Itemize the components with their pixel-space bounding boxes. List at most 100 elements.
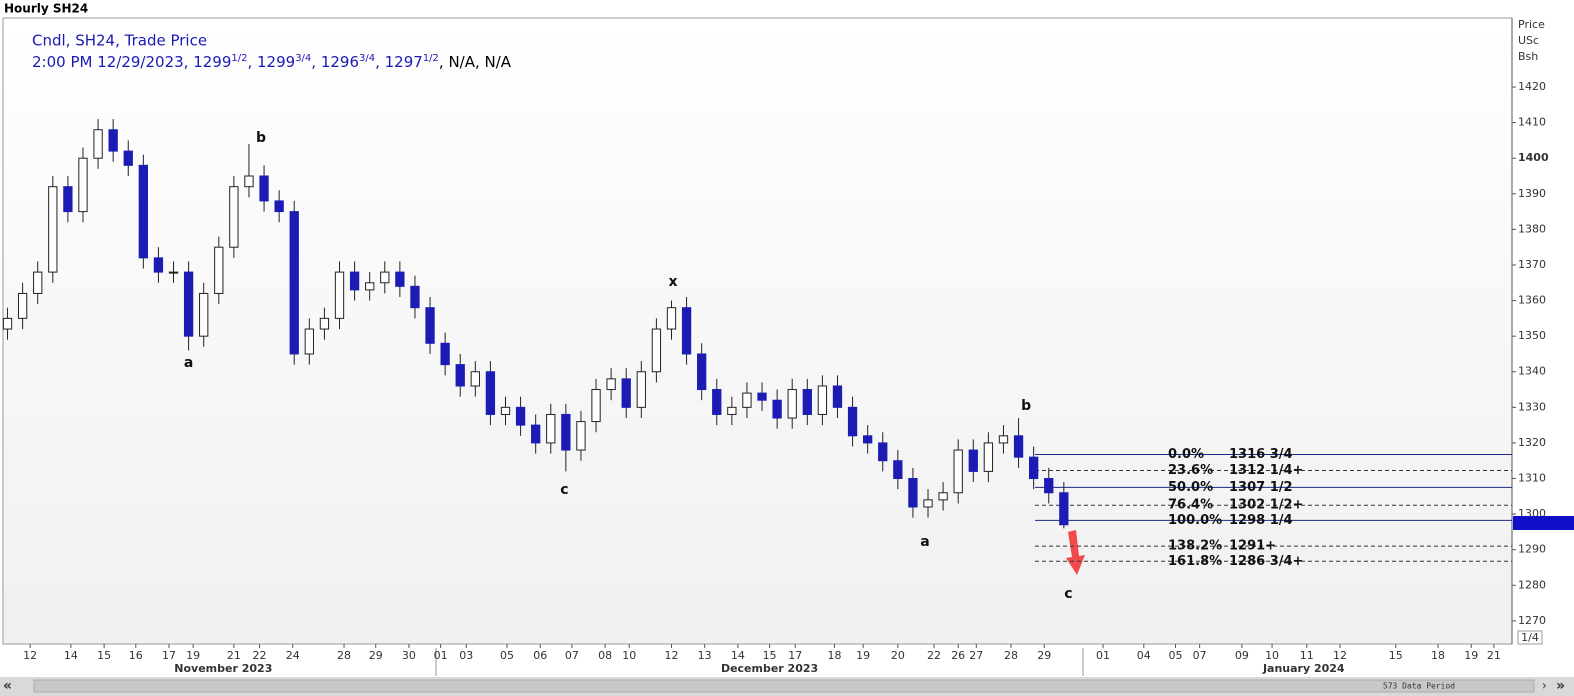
x-tick-label: 20 [891, 649, 905, 662]
x-tick-label: 27 [969, 649, 983, 662]
candle-body [591, 389, 601, 423]
wave-label: a [920, 534, 929, 550]
x-tick-label: 01 [434, 649, 448, 662]
y-tick-label: 1270 [1518, 614, 1546, 627]
x-tick-label: 29 [369, 649, 383, 662]
candle-body [455, 364, 465, 387]
candle-body [365, 282, 375, 291]
candle-body [470, 371, 480, 387]
scroll-thumb[interactable] [33, 679, 1535, 693]
candle-body [636, 371, 646, 408]
candle-body [983, 442, 994, 472]
wave-label: c [560, 482, 568, 498]
page-label: 1/4 [1521, 631, 1539, 644]
wave-label: a [184, 355, 193, 371]
x-tick-label: 07 [565, 649, 579, 662]
x-tick-label: 05 [1168, 649, 1182, 662]
x-tick-label: 28 [337, 649, 351, 662]
candle-body [123, 150, 133, 166]
x-tick-label: 19 [1464, 649, 1478, 662]
x-tick-label: 18 [827, 649, 841, 662]
candle-body [274, 200, 284, 213]
x-tick-label: 05 [500, 649, 514, 662]
candle-body [425, 307, 435, 344]
candle-body [681, 307, 692, 355]
window-title: Hourly SH24 [4, 2, 88, 16]
candle-body [908, 478, 918, 508]
fib-price: 1316 3/4 [1229, 447, 1293, 462]
quote-fraction: 1/2 [231, 53, 247, 64]
x-tick-label: 09 [1235, 649, 1249, 662]
x-tick-label: 18 [1431, 649, 1445, 662]
x-tick-label: 30 [402, 649, 416, 662]
y-tick-label: 1360 [1518, 294, 1546, 307]
fib-pct: 138.2% [1168, 539, 1222, 554]
x-tick-label: 10 [1265, 649, 1279, 662]
candle-body [395, 271, 405, 287]
y-tick-label: 1370 [1518, 258, 1546, 271]
x-tick-label: 04 [1137, 649, 1151, 662]
scroll-step-right[interactable]: › [1542, 679, 1547, 693]
plot-area [2, 17, 1513, 645]
x-tick-label: 03 [459, 649, 473, 662]
x-tick-label: 14 [64, 649, 78, 662]
page-box[interactable] [1517, 630, 1543, 645]
wave-label: c [1064, 586, 1072, 602]
fib-pct: 50.0% [1168, 480, 1213, 495]
fib-pct: 76.4% [1168, 498, 1213, 513]
x-tick-label: 19 [186, 649, 200, 662]
y-tick-label: 1390 [1518, 187, 1546, 200]
x-tick-label: 12 [1333, 649, 1347, 662]
y-tick-label: 1340 [1518, 365, 1546, 378]
y-tick-label: 1380 [1518, 222, 1546, 235]
candle-body [1028, 456, 1039, 480]
candle-body [606, 378, 616, 391]
candle-body [727, 406, 737, 415]
month-label: November 2023 [174, 662, 272, 675]
y-tick-label: 1280 [1518, 578, 1546, 591]
quote-text: , 1297 [375, 53, 423, 71]
x-tick-label: 06 [533, 649, 547, 662]
candle-body [787, 389, 797, 419]
fib-price: 1312 1/4+ [1229, 463, 1303, 478]
candle-body [199, 292, 209, 337]
candle-body [259, 175, 269, 202]
candle-body [742, 392, 752, 408]
y-tick-label: 1350 [1518, 329, 1546, 342]
x-tick-label: 08 [598, 649, 612, 662]
candle-body [863, 435, 873, 444]
candle-body [938, 492, 948, 501]
axis-header: Price [1518, 18, 1545, 31]
scroll-right[interactable]: » [1556, 678, 1565, 694]
x-tick-label: 24 [286, 649, 300, 662]
axis-header: Bsh [1518, 50, 1538, 63]
down-arrow [1066, 530, 1085, 575]
x-tick-label: 17 [788, 649, 802, 662]
candle-body [772, 399, 782, 419]
x-tick-label: 13 [698, 649, 712, 662]
candle-body [48, 186, 58, 273]
candle-body [244, 175, 254, 188]
candle-body [515, 406, 526, 426]
info-line: Cndl, SH24, Trade Price [32, 32, 207, 50]
candle-body [697, 353, 707, 391]
x-tick-label: 21 [227, 649, 241, 662]
scroll-left[interactable]: « [3, 678, 12, 694]
candle-body [349, 271, 360, 291]
candle-body [93, 129, 103, 159]
fib-pct: 0.0% [1168, 447, 1204, 462]
fib-price: 1291+ [1229, 539, 1276, 554]
candle-body [440, 342, 450, 366]
x-tick-label: 28 [1004, 649, 1018, 662]
candle-body [712, 389, 722, 415]
fib-price: 1298 1/4 [1229, 513, 1293, 528]
wave-label: x [668, 274, 677, 290]
candle-body [63, 186, 73, 213]
quote-fraction: 3/4 [295, 53, 311, 64]
x-tick-label: 15 [97, 649, 111, 662]
x-tick-label: 15 [1389, 649, 1403, 662]
candle-body [485, 371, 496, 415]
candle-body [847, 406, 858, 437]
wave-label: b [256, 130, 266, 146]
fib-pct: 100.0% [1168, 513, 1222, 528]
